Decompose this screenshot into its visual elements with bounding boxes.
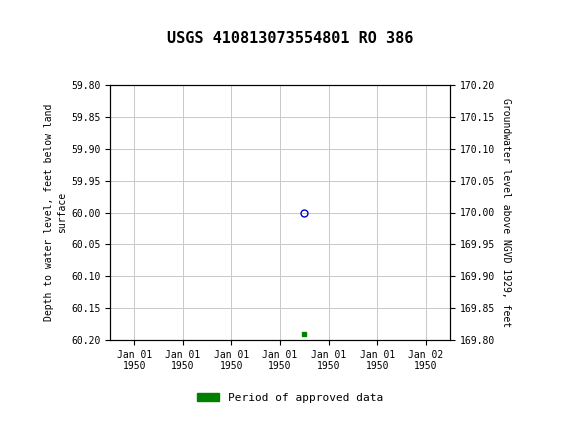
- Text: ▣: ▣: [8, 10, 22, 25]
- Text: USGS 410813073554801 RO 386: USGS 410813073554801 RO 386: [167, 31, 413, 46]
- Y-axis label: Depth to water level, feet below land
surface: Depth to water level, feet below land su…: [44, 104, 67, 321]
- Text: USGS: USGS: [38, 10, 85, 25]
- Legend: Period of approved data: Period of approved data: [193, 388, 387, 407]
- Y-axis label: Groundwater level above NGVD 1929, feet: Groundwater level above NGVD 1929, feet: [501, 98, 510, 327]
